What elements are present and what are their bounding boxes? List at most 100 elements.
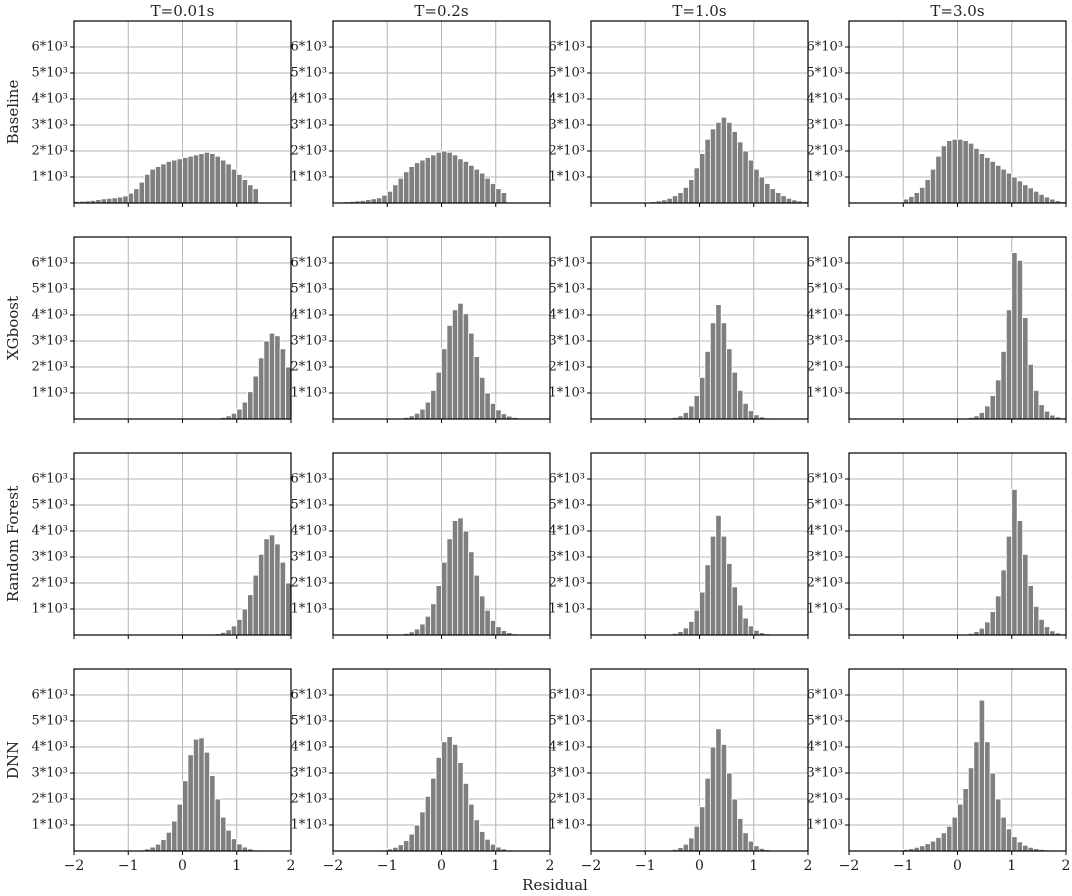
histogram-bar: [978, 412, 986, 420]
y-tick-label: 1*10³: [290, 170, 327, 185]
histogram-bar: [252, 375, 259, 420]
histogram-bar: [220, 159, 227, 204]
y-tick-label: 4*10³: [806, 92, 843, 107]
histogram-bar: [924, 179, 931, 204]
histogram-bar: [127, 192, 135, 204]
x-tick-label: 2: [1062, 858, 1071, 874]
histogram-bar: [984, 741, 991, 852]
histogram-bar: [408, 833, 415, 852]
histogram-bar: [419, 623, 426, 636]
histogram-bar: [473, 168, 480, 204]
histogram-bar: [489, 402, 497, 420]
histogram-bar: [479, 831, 486, 852]
x-tick-label: 1: [491, 858, 500, 874]
histogram-bar: [919, 845, 926, 852]
histogram-bar: [430, 777, 437, 852]
y-tick-label: 6*10³: [290, 688, 327, 703]
histogram-bar: [715, 515, 722, 636]
histogram-bar: [192, 154, 200, 204]
y-tick-label: 4*10³: [548, 308, 585, 323]
y-tick-label: 4*10³: [548, 740, 585, 755]
column-title: T=3.0s: [930, 2, 984, 20]
y-tick-label: 4*10³: [806, 740, 843, 755]
histogram-bar: [484, 838, 491, 852]
histogram-bar: [1027, 187, 1034, 204]
histogram-bar: [484, 609, 491, 636]
histogram-bar: [957, 803, 964, 852]
histogram-bar: [709, 322, 717, 420]
x-tick-label: −1: [377, 858, 398, 874]
histogram-bar: [688, 405, 695, 420]
y-tick-label: 5*10³: [290, 66, 327, 81]
histogram-bar: [1038, 194, 1045, 204]
histogram-bar: [111, 197, 118, 204]
y-tick-label: 6*10³: [31, 688, 68, 703]
y-tick-label: 6*10³: [290, 472, 327, 487]
y-tick-label: 3*10³: [31, 550, 68, 565]
histogram-bar: [182, 780, 189, 852]
histogram-bar: [403, 171, 410, 204]
histogram-bar: [682, 412, 690, 420]
histogram-panel: 1*10³ 2*10³ 3*10³ 4*10³ 5*10³ 6*10³ −2 −1 0 1 2: [290, 668, 554, 874]
histogram-bar: [441, 150, 448, 204]
histogram-bar: [165, 831, 173, 852]
histogram-bar: [688, 179, 695, 204]
histogram-bar: [468, 551, 475, 636]
histogram-bar: [726, 563, 733, 636]
y-tick-label: 5*10³: [31, 282, 68, 297]
y-tick-label: 3*10³: [548, 766, 585, 781]
histogram-panel: 1*10³ 2*10³ 3*10³ 4*10³ 5*10³ 6*10³: [548, 452, 809, 639]
y-tick-label: 6*10³: [31, 256, 68, 271]
histogram-bar: [468, 332, 475, 420]
histogram-bar: [451, 154, 459, 204]
histogram-bar: [225, 163, 232, 204]
histogram-panel: 1*10³ 2*10³ 3*10³ 4*10³ 5*10³ 6*10³: [806, 236, 1067, 423]
y-tick-label: 2*10³: [290, 144, 327, 159]
histogram-bar: [274, 543, 281, 636]
histogram-bar: [198, 737, 205, 852]
histogram-bar: [230, 412, 238, 420]
histogram-bar: [187, 155, 194, 204]
histogram-bar: [935, 837, 942, 852]
histogram-bar: [397, 177, 404, 204]
y-tick-label: 1*10³: [290, 386, 327, 401]
histogram-bar: [1000, 569, 1007, 636]
histogram-bar: [500, 192, 507, 204]
y-tick-label: 4*10³: [806, 308, 843, 323]
histogram-bar: [230, 625, 238, 636]
histogram-bar: [742, 402, 749, 420]
histogram-bar: [1011, 176, 1018, 204]
y-tick-label: 2*10³: [31, 792, 68, 807]
histogram-bar: [441, 348, 448, 420]
histogram-panel: 1*10³ 2*10³ 3*10³ 4*10³ 5*10³ 6*10³: [31, 236, 292, 423]
histogram-bar: [225, 829, 232, 852]
y-tick-label: 3*10³: [548, 334, 585, 349]
y-tick-label: 4*10³: [806, 524, 843, 539]
histogram-panel: 1*10³ 2*10³ 3*10³ 4*10³ 5*10³ 6*10³: [290, 452, 551, 639]
histogram-bar: [430, 389, 437, 420]
histogram-bar: [682, 186, 690, 204]
histogram-bar: [1011, 252, 1018, 420]
histogram-bar: [419, 408, 426, 420]
histogram-bar: [775, 192, 782, 204]
histogram-bar: [720, 744, 728, 852]
histogram-bar: [1005, 172, 1013, 204]
histogram-bar: [413, 412, 421, 420]
histogram-bar: [688, 837, 695, 852]
histogram-bar: [709, 746, 717, 852]
histogram-bar: [441, 561, 448, 636]
histogram-bar: [693, 825, 700, 852]
histogram-bar: [720, 322, 728, 420]
histogram-panel: 1*10³ 2*10³ 3*10³ 4*10³ 5*10³ 6*10³ −2 −1 0 1 2: [31, 668, 295, 874]
histogram-bar: [924, 843, 931, 852]
y-tick-label: 1*10³: [290, 602, 327, 617]
histogram-bar: [176, 803, 183, 852]
histogram-bar: [1033, 190, 1040, 204]
histogram-bar: [715, 728, 722, 852]
y-tick-label: 4*10³: [290, 524, 327, 539]
histogram-panel: 1*10³ 2*10³ 3*10³ 4*10³ 5*10³ 6*10³ −2 −1 0 1 2: [548, 668, 812, 874]
histogram-bar: [1005, 309, 1013, 420]
y-tick-label: 3*10³: [31, 334, 68, 349]
histogram-bar: [726, 772, 733, 852]
histogram-panel: 1*10³ 2*10³ 3*10³ 4*10³ 5*10³ 6*10³: [290, 236, 551, 423]
